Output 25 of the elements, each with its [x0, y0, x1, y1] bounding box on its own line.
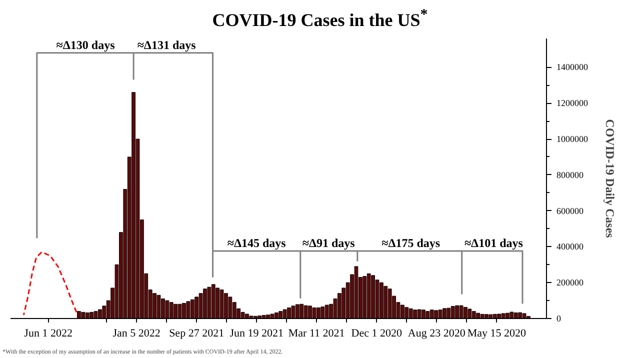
y-tick-label: 800000 [556, 170, 584, 180]
x-tick-label: Sep 27 2021 [169, 328, 224, 340]
annotation: ≈Δ130 days [56, 38, 116, 52]
annotation: ≈Δ91 days [302, 236, 356, 250]
x-tick-label: Jan 5 2022 [112, 328, 160, 340]
y-tick-label: 1000000 [556, 134, 588, 144]
y-tick-label: 1200000 [556, 98, 588, 108]
x-tick-label: Mar 11 2021 [288, 328, 345, 340]
y-axis-title: COVID-19 Daily Cases [603, 119, 617, 238]
y-tick-label: 600000 [556, 206, 584, 216]
annotation: ≈Δ145 days [227, 236, 286, 250]
chart-title: COVID-19 Cases in the US$^{*}$ [212, 6, 428, 32]
annotation: ≈Δ101 days [464, 236, 524, 250]
x-tick-label: May 15 2020 [467, 328, 527, 340]
y-tick-label: 200000 [556, 278, 584, 288]
x-tick-label: Jun 1 2022 [24, 328, 72, 340]
y-tick-label: 0 [556, 314, 562, 324]
annotation: ≈Δ175 days [382, 236, 440, 250]
x-tick-label: Dec 1 2020 [351, 328, 402, 340]
line-series [22, 251, 78, 316]
y-tick-label: 400000 [556, 242, 584, 252]
y-tick-label: 1400000 [556, 62, 588, 72]
x-tick-label: Aug 23 2020 [408, 328, 466, 340]
annotation: ≈Δ131 days [137, 38, 196, 52]
x-tick-label: Jun 19 2021 [230, 328, 284, 340]
